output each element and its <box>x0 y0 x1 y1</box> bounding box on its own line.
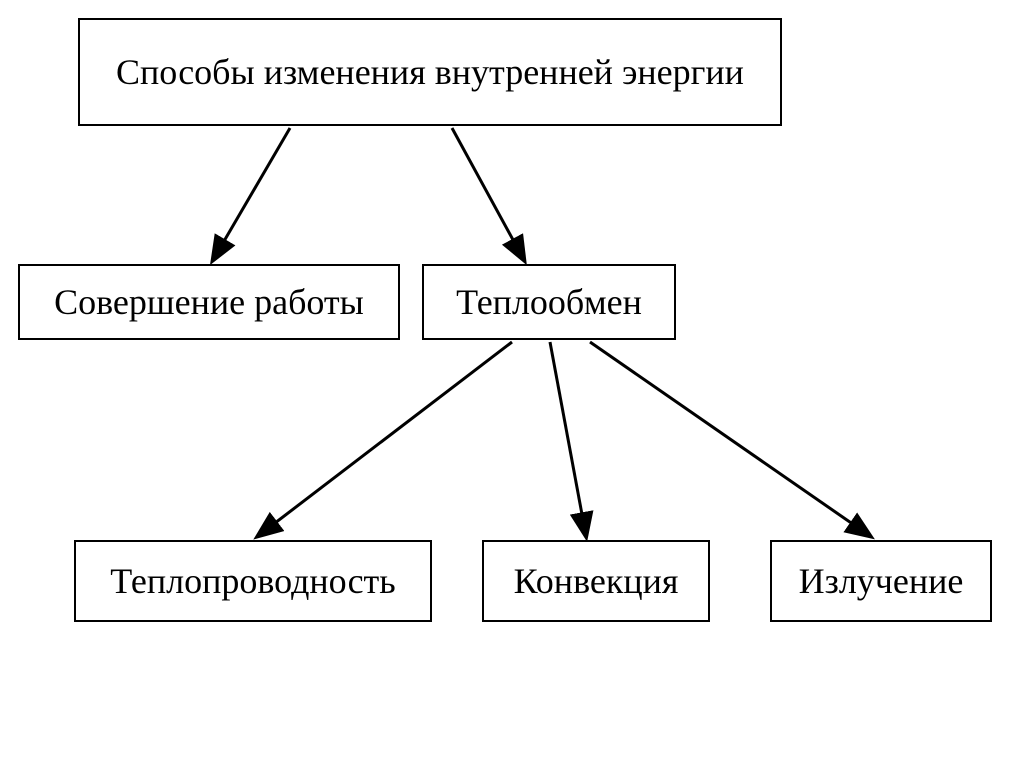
node-label-root: Способы изменения внутренней энергии <box>116 51 744 93</box>
edge-root-to-work <box>213 128 290 260</box>
node-label-conv: Конвекция <box>514 560 679 602</box>
node-label-work: Совершение работы <box>54 281 364 323</box>
edge-heat-to-rad <box>590 342 870 536</box>
node-root: Способы изменения внутренней энергии <box>78 18 782 126</box>
edge-heat-to-cond <box>258 342 512 536</box>
node-work: Совершение работы <box>18 264 400 340</box>
node-label-cond: Теплопроводность <box>110 560 395 602</box>
edge-heat-to-conv <box>550 342 586 536</box>
edge-root-to-heat <box>452 128 524 260</box>
node-label-rad: Излучение <box>799 560 964 602</box>
node-conv: Конвекция <box>482 540 710 622</box>
node-heat: Теплообмен <box>422 264 676 340</box>
node-rad: Излучение <box>770 540 992 622</box>
node-cond: Теплопроводность <box>74 540 432 622</box>
node-label-heat: Теплообмен <box>456 281 642 323</box>
